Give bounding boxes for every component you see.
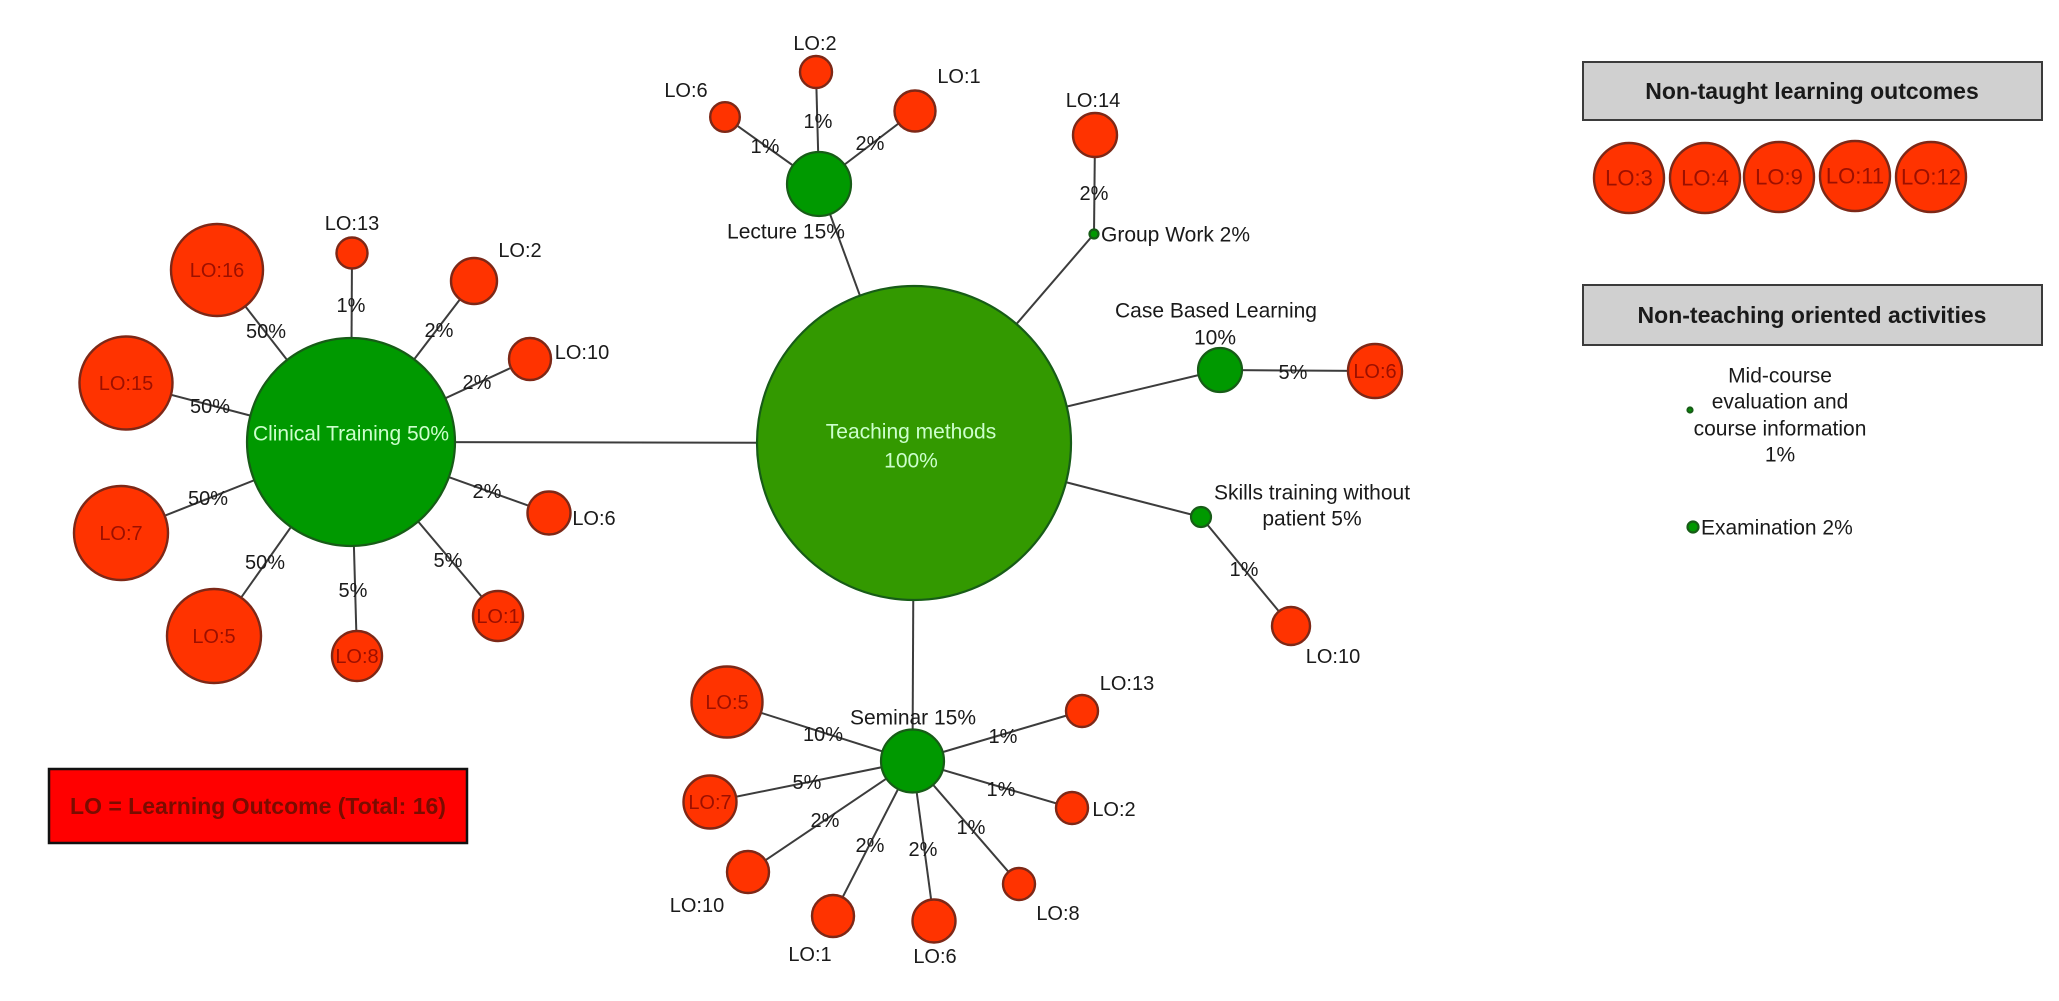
svg-text:5%: 5% — [793, 772, 822, 794]
svg-text:LO:2: LO:2 — [1092, 799, 1135, 821]
svg-text:LO:3: LO:3 — [1605, 166, 1653, 191]
svg-text:Seminar 15%: Seminar 15% — [850, 706, 976, 729]
svg-text:100%: 100% — [884, 449, 938, 472]
svg-text:1%: 1% — [804, 111, 833, 133]
svg-text:Clinical Training 50%: Clinical Training 50% — [253, 422, 449, 445]
svg-text:LO = Learning Outcome (Total:: LO = Learning Outcome (Total: 16) — [70, 793, 446, 819]
svg-text:50%: 50% — [245, 552, 285, 574]
svg-text:LO:12: LO:12 — [1901, 165, 1961, 190]
svg-text:1%: 1% — [751, 136, 780, 158]
svg-text:2%: 2% — [473, 481, 502, 503]
svg-text:LO:8: LO:8 — [335, 646, 378, 668]
svg-text:Non-taught learning outcomes: Non-taught learning outcomes — [1645, 78, 1979, 104]
svg-text:LO:15: LO:15 — [99, 373, 153, 395]
svg-text:LO:6: LO:6 — [572, 508, 615, 530]
svg-text:LO:5: LO:5 — [705, 692, 748, 714]
svg-text:2%: 2% — [856, 133, 885, 155]
svg-text:LO:10: LO:10 — [555, 342, 609, 364]
svg-text:1%: 1% — [337, 295, 366, 317]
svg-text:LO:10: LO:10 — [1306, 646, 1360, 668]
svg-text:2%: 2% — [425, 320, 454, 342]
svg-text:50%: 50% — [190, 396, 230, 418]
svg-text:1%: 1% — [989, 726, 1018, 748]
svg-text:LO:2: LO:2 — [793, 33, 836, 55]
svg-text:2%: 2% — [463, 372, 492, 394]
svg-text:Teaching methods: Teaching methods — [826, 420, 996, 443]
svg-text:LO:7: LO:7 — [99, 523, 142, 545]
svg-text:LO:1: LO:1 — [937, 66, 980, 88]
svg-text:LO:1: LO:1 — [476, 606, 519, 628]
svg-text:LO:10: LO:10 — [670, 895, 724, 917]
svg-text:LO:2: LO:2 — [498, 240, 541, 262]
svg-text:2%: 2% — [909, 839, 938, 861]
svg-text:10%: 10% — [803, 724, 843, 746]
svg-text:Case Based Learning: Case Based Learning — [1115, 299, 1317, 322]
svg-text:LO:13: LO:13 — [1100, 673, 1154, 695]
svg-text:Examination 2%: Examination 2% — [1701, 516, 1853, 539]
svg-text:2%: 2% — [856, 835, 885, 857]
svg-text:LO:4: LO:4 — [1681, 166, 1729, 191]
svg-text:5%: 5% — [1279, 362, 1308, 384]
svg-text:1%: 1% — [957, 817, 986, 839]
svg-text:Lecture 15%: Lecture 15% — [727, 220, 845, 243]
svg-text:10%: 10% — [1194, 326, 1236, 349]
svg-text:1%: 1% — [1765, 443, 1795, 466]
svg-text:LO:8: LO:8 — [1036, 903, 1079, 925]
svg-text:LO:11: LO:11 — [1826, 164, 1884, 189]
svg-text:2%: 2% — [1080, 183, 1109, 205]
svg-text:LO:14: LO:14 — [1066, 90, 1120, 112]
svg-text:2%: 2% — [811, 810, 840, 832]
svg-text:LO:6: LO:6 — [664, 80, 707, 102]
svg-text:Skills training without: Skills training without — [1214, 481, 1410, 504]
svg-text:LO:1: LO:1 — [788, 944, 831, 966]
svg-text:5%: 5% — [434, 550, 463, 572]
svg-text:5%: 5% — [339, 580, 368, 602]
svg-text:1%: 1% — [1230, 559, 1259, 581]
svg-text:50%: 50% — [246, 321, 286, 343]
svg-text:LO:5: LO:5 — [192, 626, 235, 648]
svg-text:evaluation and: evaluation and — [1712, 390, 1849, 413]
svg-text:LO:16: LO:16 — [190, 260, 244, 282]
svg-text:LO:6: LO:6 — [913, 946, 956, 968]
svg-text:LO:7: LO:7 — [688, 792, 731, 814]
svg-text:Non-teaching oriented activiti: Non-teaching oriented activities — [1638, 302, 1987, 328]
svg-text:LO:13: LO:13 — [325, 213, 379, 235]
svg-text:1%: 1% — [987, 779, 1016, 801]
svg-text:LO:9: LO:9 — [1755, 165, 1803, 190]
svg-text:course information: course information — [1694, 417, 1867, 440]
svg-text:Group Work 2%: Group Work 2% — [1101, 223, 1250, 246]
svg-text:50%: 50% — [188, 488, 228, 510]
svg-text:LO:6: LO:6 — [1353, 361, 1396, 383]
svg-text:patient 5%: patient 5% — [1262, 507, 1361, 530]
svg-text:Mid-course: Mid-course — [1728, 364, 1832, 387]
